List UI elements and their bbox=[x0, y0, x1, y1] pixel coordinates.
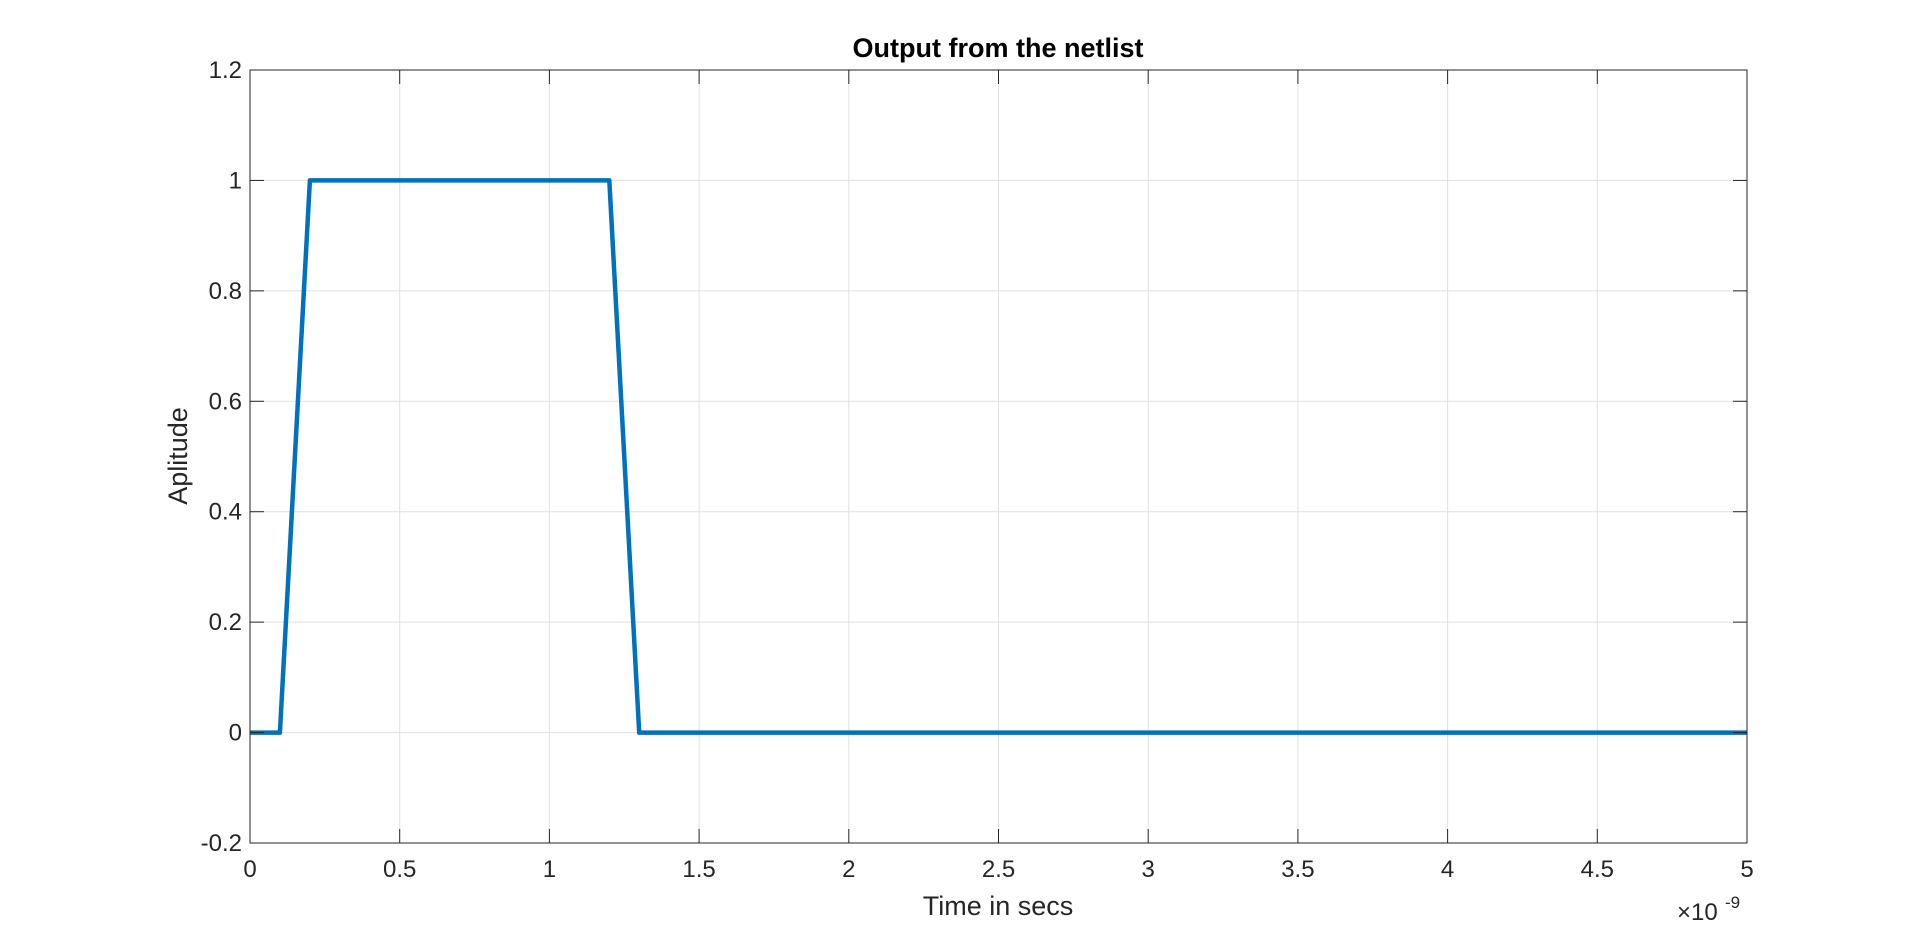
y-tick-label: 0.6 bbox=[209, 388, 242, 415]
y-tick-label: 1 bbox=[229, 167, 242, 194]
x-tick-label: 2.5 bbox=[982, 856, 1015, 883]
y-tick-labels: -0.2 0 0.2 0.4 0.6 0.8 1 1.2 bbox=[201, 57, 242, 857]
x-tick-label: 1.5 bbox=[682, 856, 715, 883]
x-tick-label: 3.5 bbox=[1281, 856, 1314, 883]
x-tick-label: 0.5 bbox=[383, 856, 416, 883]
x-tick-label: 5 bbox=[1740, 856, 1753, 883]
x-tick-labels: 0 0.5 1 1.5 2 2.5 3 3.5 4 4.5 5 bbox=[243, 856, 1753, 883]
x-tick-label: 1 bbox=[543, 856, 556, 883]
series-line bbox=[250, 178, 1747, 735]
tick-marks bbox=[249, 69, 1748, 844]
y-axis-label: Aplitude bbox=[163, 407, 193, 505]
x-exponent-base: ×10 bbox=[1677, 899, 1718, 926]
series-layer bbox=[250, 178, 1747, 735]
x-axis-label: Time in secs bbox=[923, 891, 1074, 921]
x-exponent-power: -9 bbox=[1725, 893, 1740, 912]
x-tick-label: 0 bbox=[243, 856, 256, 883]
x-tick-label: 4 bbox=[1441, 856, 1454, 883]
y-tick-label: -0.2 bbox=[201, 830, 242, 857]
chart-title: Output from the netlist bbox=[853, 33, 1144, 63]
x-tick-label: 2 bbox=[842, 856, 855, 883]
x-tick-label: 4.5 bbox=[1581, 856, 1614, 883]
y-tick-label: 0.4 bbox=[209, 499, 242, 526]
x-tick-label: 3 bbox=[1142, 856, 1155, 883]
y-tick-label: 1.2 bbox=[209, 57, 242, 84]
y-tick-label: 0.2 bbox=[209, 609, 242, 636]
y-tick-label: 0.8 bbox=[209, 278, 242, 305]
y-tick-label: 0 bbox=[229, 720, 242, 747]
